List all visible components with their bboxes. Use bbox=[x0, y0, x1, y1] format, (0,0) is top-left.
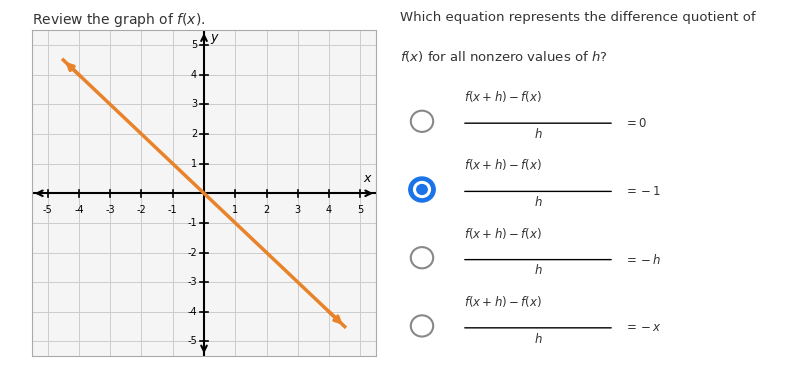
Text: -3: -3 bbox=[106, 205, 115, 215]
Text: 5: 5 bbox=[358, 205, 363, 215]
Text: $= 0$: $= 0$ bbox=[624, 117, 647, 130]
Text: $= -x$: $= -x$ bbox=[624, 321, 662, 334]
Circle shape bbox=[417, 185, 427, 194]
Text: 2: 2 bbox=[191, 129, 197, 139]
Text: 1: 1 bbox=[191, 159, 197, 169]
Text: 2: 2 bbox=[263, 205, 270, 215]
Text: $h$: $h$ bbox=[534, 195, 542, 209]
Text: 4: 4 bbox=[191, 70, 197, 80]
Text: -1: -1 bbox=[187, 218, 197, 228]
Text: -4: -4 bbox=[187, 307, 197, 317]
Text: $y$: $y$ bbox=[210, 32, 219, 46]
Text: -4: -4 bbox=[74, 205, 84, 215]
Text: $f(x)$ for all nonzero values of $h$?: $f(x)$ for all nonzero values of $h$? bbox=[400, 49, 608, 64]
Circle shape bbox=[414, 182, 430, 197]
Text: Review the graph of $f(x)$.: Review the graph of $f(x)$. bbox=[32, 11, 206, 29]
Text: 1: 1 bbox=[232, 205, 238, 215]
Text: 5: 5 bbox=[191, 40, 197, 50]
Text: $h$: $h$ bbox=[534, 127, 542, 141]
Text: -2: -2 bbox=[137, 205, 146, 215]
Text: $x$: $x$ bbox=[363, 172, 373, 185]
Circle shape bbox=[409, 177, 435, 202]
Text: $f(x + h) - f(x)$: $f(x + h) - f(x)$ bbox=[464, 226, 542, 241]
Text: 4: 4 bbox=[326, 205, 332, 215]
Text: -2: -2 bbox=[187, 247, 197, 258]
Text: $h$: $h$ bbox=[534, 332, 542, 346]
Text: -3: -3 bbox=[187, 277, 197, 287]
Text: $= -1$: $= -1$ bbox=[624, 185, 662, 198]
Text: $= -h$: $= -h$ bbox=[624, 253, 662, 266]
Text: 3: 3 bbox=[294, 205, 301, 215]
Text: -1: -1 bbox=[168, 205, 178, 215]
Text: -5: -5 bbox=[42, 205, 53, 215]
Text: 3: 3 bbox=[191, 99, 197, 110]
Text: -5: -5 bbox=[187, 337, 197, 346]
Text: $h$: $h$ bbox=[534, 263, 542, 277]
Text: $f(x + h) - f(x)$: $f(x + h) - f(x)$ bbox=[464, 89, 542, 104]
Text: Which equation represents the difference quotient of: Which equation represents the difference… bbox=[400, 11, 756, 24]
Text: $f(x + h) - f(x)$: $f(x + h) - f(x)$ bbox=[464, 294, 542, 309]
Text: $f(x + h) - f(x)$: $f(x + h) - f(x)$ bbox=[464, 157, 542, 172]
